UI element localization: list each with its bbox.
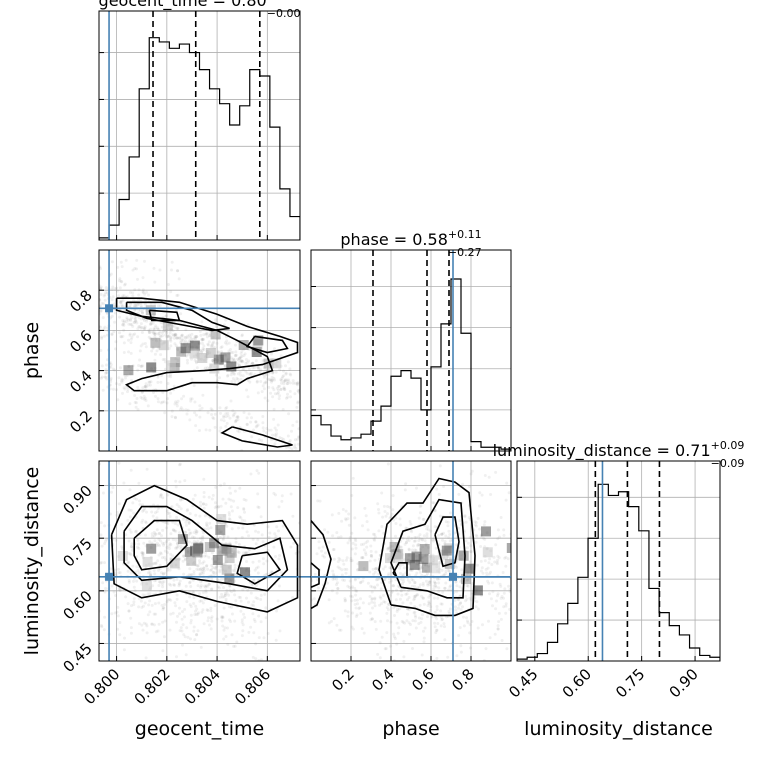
contour-0 [110,484,299,613]
xtick-label-luminosity_distance: 0.60 [559,665,595,701]
density-cells [117,514,250,592]
hist-panel-phase: phase = 0.58+0.11−0.27 [310,228,512,452]
contour-1 [123,505,289,592]
xtick-label-luminosity_distance: 0.45 [505,665,541,701]
xaxis-label-luminosity_distance: luminosity_distance [524,718,713,740]
pair-frame [98,460,301,662]
hist-frame [516,460,721,662]
contour-2 [245,335,289,354]
pair-frame [98,249,301,452]
histogram-geocent_time [99,37,300,240]
title-main: geocent_time = 0.80 [99,0,267,11]
contour-1 [125,301,230,332]
histogram-luminosity_distance [517,483,720,661]
histogram-phase [311,278,511,451]
contour-1 [390,498,466,599]
xtick-label-phase: 0.4 [368,665,398,695]
ytick-label-luminosity_distance: 0.60 [59,587,95,623]
title-phase: phase = 0.58+0.11 [340,228,481,249]
xaxis-label-phase: phase [382,718,439,740]
contour-3 [148,309,181,322]
xtick-label-luminosity_distance: 0.75 [612,665,648,701]
title-upper-error: +0.00 [267,0,301,2]
xtick-label-phase: 0.6 [408,665,438,695]
ytick-label-luminosity_distance: 0.75 [59,534,95,570]
contour-0 [115,297,299,392]
title-lower-error: −0.09 [711,457,745,470]
ytick-label-phase: 0.6 [66,327,96,357]
ytick-label-luminosity_distance: 0.45 [59,640,95,676]
ytick-label-phase: 0.2 [66,407,96,437]
truth-marker [105,304,114,313]
hist-panel-luminosity_distance: luminosity_distance = 0.71+0.09−0.09 [493,439,745,662]
title-lower-error: −0.00 [267,7,301,20]
title-luminosity_distance: luminosity_distance = 0.71+0.09 [493,439,745,461]
title-main: luminosity_distance = 0.71 [493,441,711,461]
title-upper-error: +0.09 [711,439,745,452]
pair-frame [310,460,512,662]
title-upper-error: +0.11 [448,228,482,241]
title-geocent_time: geocent_time = 0.80+0.00 [99,0,301,11]
hist-frame [310,249,512,452]
hist-panel-geocent_time: geocent_time = 0.80+0.00−0.00 [98,0,301,241]
contour-4 [220,426,293,448]
xtick-label-luminosity_distance: 0.90 [666,665,702,701]
yaxis-label-phase: phase [21,322,43,379]
hist-frame [98,10,301,241]
xtick-label-geocent_time: 0.806 [231,665,274,708]
xtick-label-geocent_time: 0.800 [80,665,123,708]
ytick-label-luminosity_distance: 0.90 [59,482,95,518]
xtick-label-geocent_time: 0.802 [131,665,174,708]
pair-panel-geocent_time-luminosity_distance [98,460,511,662]
xtick-label-geocent_time: 0.804 [181,665,224,708]
pair-panel-geocent_time-phase [98,249,301,452]
contour-2 [133,519,188,571]
xtick-label-phase: 0.2 [328,665,358,695]
title-main: phase = 0.58 [340,230,447,249]
contour-0 [378,477,476,617]
density-cells [358,526,511,596]
contour-4 [311,520,332,610]
contour-2 [434,516,460,568]
ytick-label-phase: 0.4 [66,367,96,397]
pair-panel-phase-luminosity_distance [310,460,512,662]
truth-marker [105,572,114,581]
yaxis-label-luminosity_distance: luminosity_distance [21,467,43,656]
xtick-label-phase: 0.8 [448,665,478,695]
xaxis-label-geocent_time: geocent_time [135,718,264,740]
ytick-label-phase: 0.8 [66,286,96,316]
title-lower-error: −0.27 [448,246,482,259]
